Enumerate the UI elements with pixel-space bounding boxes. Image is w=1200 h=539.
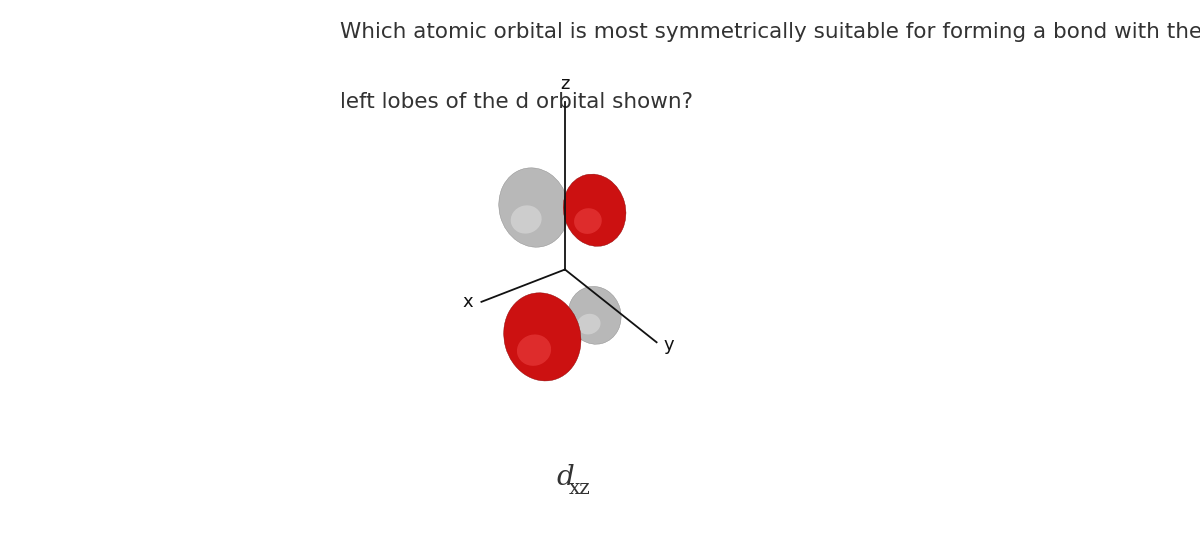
- Ellipse shape: [517, 335, 551, 366]
- Ellipse shape: [563, 174, 626, 246]
- Text: d: d: [557, 464, 575, 490]
- Ellipse shape: [504, 293, 581, 381]
- Text: z: z: [560, 75, 570, 93]
- Ellipse shape: [568, 286, 622, 344]
- Ellipse shape: [577, 314, 600, 334]
- Text: y: y: [664, 336, 673, 354]
- Text: x: x: [462, 293, 473, 311]
- Text: Which atomic orbital is most symmetrically suitable for forming a bond with the : Which atomic orbital is most symmetrical…: [341, 22, 1200, 42]
- Text: left lobes of the d orbital shown?: left lobes of the d orbital shown?: [341, 92, 694, 112]
- Ellipse shape: [511, 205, 541, 233]
- Ellipse shape: [499, 168, 569, 247]
- Text: xz: xz: [569, 479, 590, 499]
- Ellipse shape: [574, 208, 601, 234]
